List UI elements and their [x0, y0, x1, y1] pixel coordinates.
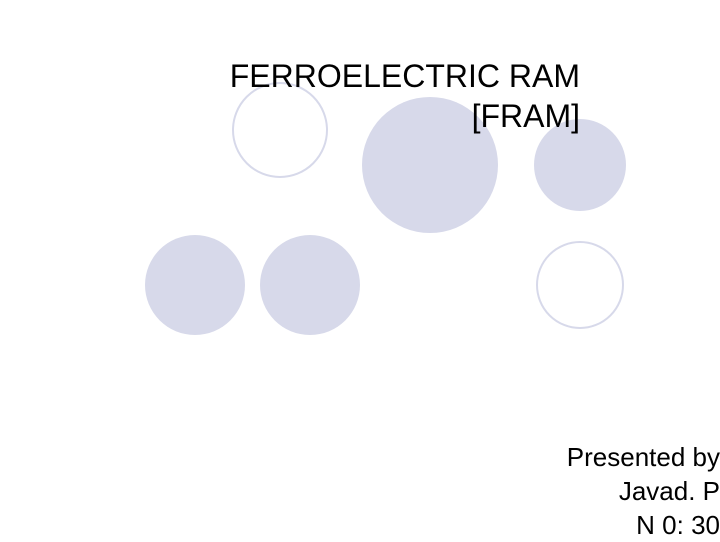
presenter-line1: Presented by	[0, 440, 720, 474]
title-line1: FERROELECTRIC RAM	[0, 56, 580, 96]
title-line2: [FRAM]	[0, 96, 580, 136]
presenter-line3: N 0: 30	[0, 508, 720, 542]
slide-title: FERROELECTRIC RAM[FRAM]	[0, 56, 580, 136]
presenter-line2: Javad. P	[0, 474, 720, 508]
decorative-circle-5	[536, 241, 624, 329]
presenter-block: Presented byJavad. PN 0: 30	[0, 440, 720, 542]
decorative-circle-4	[260, 235, 360, 335]
decorative-circle-3	[145, 235, 245, 335]
